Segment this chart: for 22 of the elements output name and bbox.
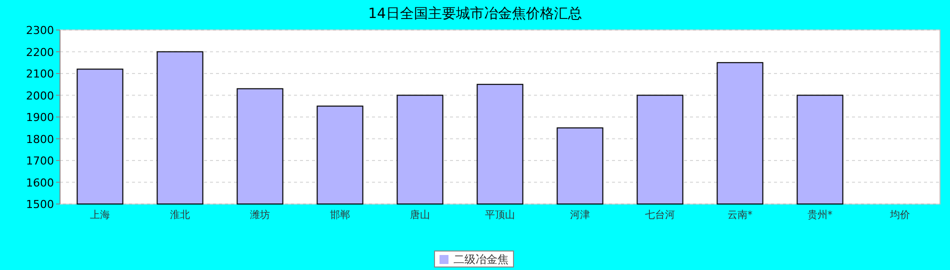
y-tick-label: 2000	[26, 89, 54, 102]
x-tick-label: 唐山	[410, 209, 430, 221]
y-tick-label: 2200	[26, 46, 54, 59]
y-tick-label: 1500	[26, 198, 54, 211]
x-tick-label: 平顶山	[485, 209, 515, 221]
x-tick-label: 均价	[889, 209, 910, 221]
y-tick-label: 2300	[26, 24, 54, 37]
x-tick-label: 淮北	[170, 209, 190, 221]
y-tick-label: 1700	[26, 154, 54, 168]
y-tick-label: 1800	[26, 132, 54, 146]
chart-title: 14日全国主要城市冶金焦价格汇总	[368, 6, 582, 22]
y-tick-label: 1900	[26, 111, 54, 124]
x-tick-label: 潍坊	[250, 209, 270, 221]
x-tick-label: 七台河	[645, 209, 675, 221]
x-tick-label: 贵州*	[808, 209, 832, 221]
y-tick-label: 2100	[26, 68, 54, 80]
legend-label: 二级冶金焦	[454, 253, 508, 266]
x-tick-label: 邯郸	[330, 209, 350, 221]
x-tick-label: 河津	[570, 209, 590, 221]
x-tick-label: 上海	[90, 209, 110, 221]
x-tick-label: 云南*	[728, 209, 752, 221]
y-tick-label: 1600	[26, 176, 54, 190]
